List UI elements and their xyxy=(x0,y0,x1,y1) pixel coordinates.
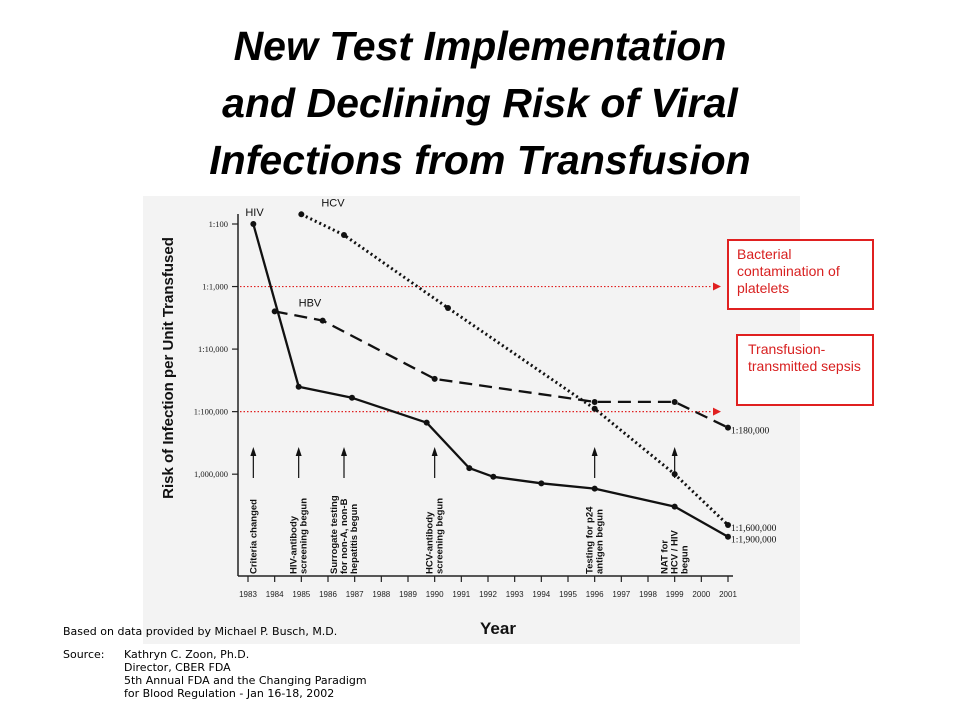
event-label: antigen begun xyxy=(595,509,606,574)
data-point-hiv xyxy=(591,485,598,492)
chart-panel: 1:100 1:1,000 1:10,000 1:100,000 1,000,000 19… xyxy=(143,196,800,644)
data-point-hbv xyxy=(725,424,731,431)
series-line-hcv xyxy=(300,212,730,527)
event-label: hepatitis begun xyxy=(349,504,360,574)
y-tick-label: 1:1,000 xyxy=(202,282,228,292)
x-tick-label: 1996 xyxy=(586,590,604,599)
y-tick-label: 1,000,000 xyxy=(194,469,228,479)
x-tick-label: 1995 xyxy=(559,590,577,599)
event-label: Criteria changed xyxy=(248,499,259,574)
data-point-hcv xyxy=(725,522,731,529)
title-line-1: New Test Implementation xyxy=(233,23,727,69)
event-annotation: Testing for p24 antigen begun xyxy=(585,447,606,574)
data-point-hiv xyxy=(466,465,473,472)
x-tick-label: 1987 xyxy=(346,590,364,599)
event-annotation: Surrogate testing for non-A, non-B hepatit… xyxy=(329,447,360,574)
event-label: NAT for xyxy=(660,540,671,574)
x-tick-label: 1986 xyxy=(319,590,337,599)
x-tick-label: 1984 xyxy=(266,590,284,599)
source-line: for Blood Regulation - Jan 16-18, 2002 xyxy=(124,687,335,700)
event-label: begun xyxy=(680,545,691,574)
data-point-hcv xyxy=(341,232,347,239)
data-point-hbv xyxy=(431,375,438,382)
based-on-note: Based on data provided by Michael P. Bus… xyxy=(63,625,338,638)
series-line-hiv xyxy=(252,223,729,538)
data-point-hiv xyxy=(490,473,497,480)
x-tick-label: 1992 xyxy=(479,590,497,599)
series-label-hbv: HBV xyxy=(299,297,322,309)
series-label-hiv: HIV xyxy=(245,207,264,219)
x-tick-label: 1985 xyxy=(292,590,310,599)
x-tick-label: 1993 xyxy=(506,590,524,599)
x-tick-label: 1988 xyxy=(372,590,390,599)
data-point-hbv xyxy=(671,398,678,405)
event-annotation: HIV-antibody screening begun xyxy=(289,447,310,574)
data-point-hbv xyxy=(271,308,278,315)
data-point-hcv xyxy=(591,405,598,412)
x-tick-label: 1998 xyxy=(639,590,657,599)
y-tick-label: 1:100 xyxy=(209,219,228,229)
event-arrow-head xyxy=(591,447,598,456)
source-line: Kathryn C. Zoon, Ph.D. xyxy=(124,648,250,661)
data-point-hcv xyxy=(445,304,451,311)
series-label-hcv: HCV xyxy=(321,197,345,209)
data-point-hbv xyxy=(319,317,326,324)
title-line-2: and Declining Risk of Viral xyxy=(222,80,738,126)
event-label: Surrogate testing xyxy=(329,495,340,574)
event-annotation: Criteria changed xyxy=(248,447,259,574)
source-lines: Kathryn C. Zoon, Ph.D. Director, CBER FD… xyxy=(124,648,367,700)
event-label: Testing for p24 xyxy=(585,506,596,574)
y-axis-title: Risk of Infection per Unit Transfused xyxy=(160,237,177,499)
y-tick-label: 1:100,000 xyxy=(194,407,228,417)
data-point-hiv xyxy=(671,503,678,510)
slide-title: New Test Implementation and Declining Ri… xyxy=(0,18,960,189)
event-arrow-head xyxy=(341,447,347,456)
data-point-hiv xyxy=(349,394,355,401)
data-point-hcv xyxy=(298,211,305,218)
event-annotation: HCV-antibody screening begun xyxy=(425,447,446,574)
source-line: 5th Annual FDA and the Changing Paradigm xyxy=(124,674,367,687)
end-value-label: 1:1,900,000 xyxy=(731,536,777,546)
x-tick-label: 1990 xyxy=(426,590,444,599)
event-label: HCV / HIV xyxy=(670,530,681,574)
data-point-hiv xyxy=(725,533,731,540)
event-label: HIV-antibody xyxy=(289,515,300,574)
y-tick-label: 1:10,000 xyxy=(198,344,228,354)
callout-sepsis: Transfusion-transmitted sepsis xyxy=(736,334,874,406)
data-point-hiv xyxy=(295,383,302,390)
chart: 1:100 1:1,000 1:10,000 1:100,000 1,000,000 19… xyxy=(160,197,777,638)
series-line-hbv xyxy=(274,310,729,429)
x-tick-label: 1994 xyxy=(532,590,550,599)
event-label: screening begun xyxy=(435,498,446,574)
data-point-hiv xyxy=(250,221,257,227)
x-tick-label: 1991 xyxy=(452,590,470,599)
x-tick-label: 1989 xyxy=(399,590,417,599)
event-label: screening begun xyxy=(299,498,310,574)
ref-line-bacterial-arrow xyxy=(713,282,721,291)
x-tick-label: 1983 xyxy=(239,590,257,599)
x-tick-label: 2001 xyxy=(719,590,737,599)
callout-bacterial-contamination: Bacterial contamination of platelets xyxy=(727,239,874,310)
data-point-hiv xyxy=(538,480,545,487)
source-line: Director, CBER FDA xyxy=(124,661,231,674)
event-arrow-head xyxy=(295,447,302,456)
event-annotation: NAT for HCV / HIV begun xyxy=(660,447,691,574)
x-tick-label: 2000 xyxy=(692,590,710,599)
event-arrow-head xyxy=(671,447,678,456)
data-point-hbv xyxy=(591,398,598,405)
ref-line-sepsis-arrow xyxy=(713,407,721,416)
x-tick-label: 1997 xyxy=(612,590,630,599)
end-value-label: 1:1,600,000 xyxy=(731,524,777,534)
event-label: for non-A, non-B xyxy=(339,498,350,574)
title-line-3: Infections from Transfusion xyxy=(209,137,751,183)
data-point-hiv xyxy=(423,419,430,426)
x-axis-title: Year xyxy=(480,619,516,638)
x-tick-label: 1999 xyxy=(666,590,684,599)
source-label: Source: xyxy=(63,648,105,661)
event-label: HCV-antibody xyxy=(425,511,436,574)
event-arrow-head xyxy=(250,447,257,456)
end-value-label: 1:180,000 xyxy=(731,427,770,437)
event-arrow-head xyxy=(431,447,438,456)
